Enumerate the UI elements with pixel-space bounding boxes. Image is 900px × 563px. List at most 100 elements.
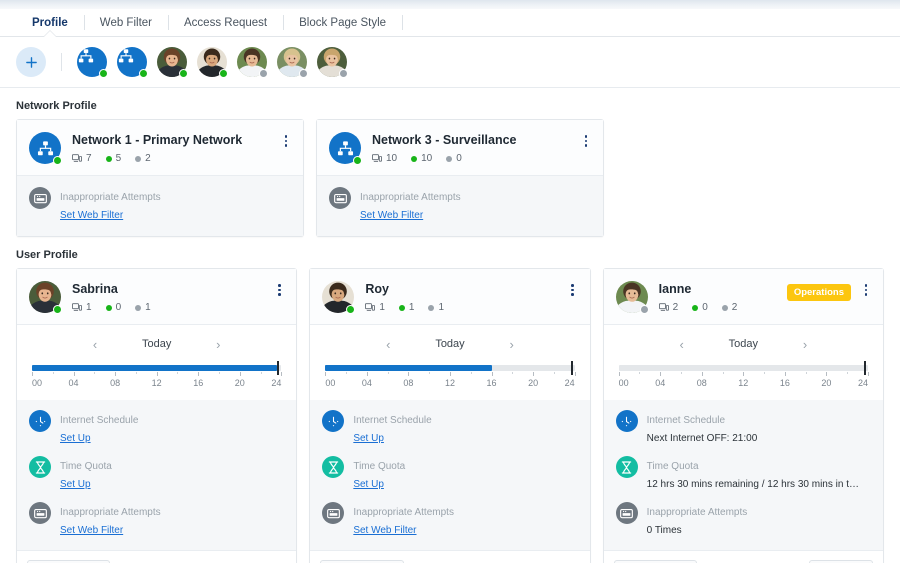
card-menu-button[interactable] [566,284,580,296]
card-header-main: Network 3 - Surveillance 10 10 0 [372,132,579,164]
timeline-bar[interactable] [618,361,868,375]
card-footer: Pause all Reward [603,550,883,563]
avatar-sabrina[interactable] [157,47,188,78]
feature-row: Time Quota 12 hrs 30 mins remaining / 12 … [615,456,871,492]
feature-row: Inappropriate Attempts 0 Times [615,502,871,538]
feature-label: Inappropriate Attempts [60,507,161,518]
feature-list: Internet Schedule Set Up Time Quota Set Up I… [310,400,590,550]
hourglass-icon [615,456,638,478]
status-dot [353,156,362,165]
feature-label: Inappropriate Attempts [60,192,161,203]
tab-web-filter[interactable]: Web Filter [83,9,168,36]
timeline-next-button[interactable]: › [509,336,514,352]
timeline-next-button[interactable]: › [216,336,221,352]
timeline-tick-label: 04 [68,378,79,388]
feature-row: Inappropriate Attempts Set Web Filter [329,187,591,223]
timeline-tick-label: 04 [655,378,666,388]
avatar-photo [615,281,648,313]
feature-list: Internet Schedule Next Internet OFF: 21:0… [603,400,883,550]
feature-label: Internet Schedule [60,415,139,426]
avatar-user-4[interactable] [277,47,308,78]
timeline-prev-button[interactable]: ‹ [386,336,391,352]
feature-link[interactable]: Set Web Filter [60,210,124,221]
user-profile-card: Sabrina 1 0 1 ‹ Today › 00 04 08 12 16 20 24 Internet … [16,268,298,563]
feature-link[interactable]: Set Up [353,479,384,490]
timeline-bar[interactable] [325,361,575,375]
stat-devices-value: 2 [672,302,679,313]
tab-profile[interactable]: Profile [16,9,84,36]
timeline-bar[interactable] [32,361,282,375]
feature-link[interactable]: Set Up [60,479,91,490]
timeline-next-button[interactable]: › [802,336,808,352]
stat-online-value: 0 [702,302,708,313]
timeline-nav: ‹ Today › [29,333,284,355]
card-header: Ianne 2 0 2 Operations [603,269,883,325]
timeline-prev-button[interactable]: ‹ [679,336,684,352]
web-filter-icon [322,502,345,524]
timeline-tick-label: 16 [193,378,204,388]
clock-icon [29,410,51,432]
pause-all-button[interactable]: Pause all [613,560,697,563]
user-profile-card: Ianne 2 0 2 Operations ‹ Today › 00 04 08 12 16 20 24 I… [602,268,884,563]
user-avatar[interactable] [615,281,649,314]
online-dot [692,304,699,311]
stats-row: 1 0 1 [72,302,272,313]
user-avatar[interactable] [322,281,356,314]
status-badge: Operations [786,284,851,301]
timeline-tick-label: 12 [444,378,455,388]
window-top-gradient [0,0,900,9]
card-menu-button[interactable] [279,135,293,147]
network-avatar[interactable] [329,132,362,165]
add-profile-button[interactable] [16,47,46,77]
feature-text: Time Quota Set Up [60,456,284,492]
card-header-main: Network 1 - Primary Network 7 5 2 [72,132,279,164]
card-menu-button[interactable] [579,135,593,147]
clock-icon [322,410,345,432]
card-menu-button[interactable] [272,284,286,296]
avatar-user-5[interactable] [317,47,348,78]
pause-all-button[interactable]: Pause all [27,560,111,563]
stat-online-value: 5 [115,153,122,164]
status-dot [179,69,188,78]
feature-link[interactable]: Set Web Filter [360,210,424,221]
feature-value: 0 Times [646,525,682,536]
hourglass-icon [322,456,345,478]
feature-row: Inappropriate Attempts Set Web Filter [322,502,577,538]
stat-devices: 1 [72,302,92,313]
avatar-network-1[interactable] [77,47,108,78]
card-header: Network 1 - Primary Network 7 5 2 [17,120,303,176]
feature-label: Time Quota [646,461,699,472]
feature-link[interactable]: Set Up [353,433,384,444]
tab-block-page-style[interactable]: Block Page Style [283,9,402,36]
pause-all-button[interactable]: Pause all [320,560,404,563]
feature-link[interactable]: Set Up [60,433,91,444]
feature-text: Internet Schedule Set Up [353,410,577,446]
avatar-network-3[interactable] [117,47,148,78]
network-avatar[interactable] [29,132,62,165]
card-menu-button[interactable] [859,284,873,296]
feature-text: Inappropriate Attempts Set Web Filter [353,502,577,538]
user-profile-row: Sabrina 1 0 1 ‹ Today › 00 04 08 12 16 20 24 Internet … [0,268,900,563]
avatar-ianne[interactable] [237,47,268,78]
stat-devices-value: 1 [379,302,385,313]
timeline-ticks [325,372,576,377]
avatar-strip-divider [61,53,62,71]
avatar-roy[interactable] [197,47,228,78]
feature-link[interactable]: Set Web Filter [353,525,417,536]
feature-list: Inappropriate Attempts Set Web Filter [317,176,603,236]
stat-devices: 7 [72,153,92,164]
hourglass-icon [29,456,51,478]
user-avatar[interactable] [29,281,62,314]
tab-access-request[interactable]: Access Request [168,9,283,36]
timeline-tick-label: 00 [618,378,629,388]
stat-offline: 2 [721,302,737,313]
feature-link[interactable]: Set Web Filter [60,525,124,536]
feature-text: Inappropriate Attempts Set Web Filter [60,187,291,223]
online-dot [105,304,112,311]
timeline-cursor [277,361,280,375]
timeline-prev-button[interactable]: ‹ [92,336,98,352]
network-profile-card: Network 3 - Surveillance 10 10 0 Inappropria… [316,119,604,237]
feature-text: Time Quota 12 hrs 30 mins remaining / 12 … [647,456,871,492]
offline-dot [428,304,435,311]
reward-button[interactable]: Reward [808,560,873,563]
